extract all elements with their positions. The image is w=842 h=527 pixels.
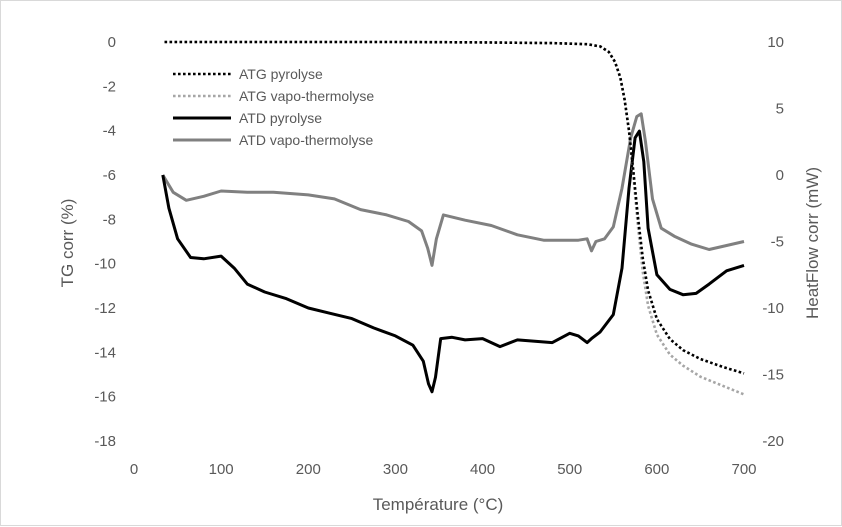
legend-label: ATG vapo-thermolyse — [239, 88, 374, 104]
y2-tick-label: -15 — [762, 367, 784, 384]
legend-label: ATD pyrolyse — [239, 110, 322, 126]
series-line-atd-pyrolyse — [161, 129, 745, 394]
y2-tick-label: 10 — [767, 34, 784, 51]
y2-tick-label: -10 — [762, 300, 784, 317]
y2-tick-label: -20 — [762, 433, 784, 450]
x-tick-label: 500 — [557, 461, 582, 478]
x-tick-label: 0 — [130, 461, 138, 478]
legend-label: ATG pyrolyse — [239, 66, 323, 82]
y2-tick-label: 0 — [776, 167, 784, 184]
x-tick-label: 200 — [296, 461, 321, 478]
y-tick-label: -8 — [103, 211, 116, 228]
y-tick-label: -2 — [103, 78, 116, 95]
x-tick-label: 600 — [644, 461, 669, 478]
y-tick-label: -6 — [103, 167, 116, 184]
y-axis-title: TG corr (%) — [58, 199, 77, 288]
legend: ATG pyrolyse ATG vapo-thermolyse ATD pyrol… — [173, 66, 374, 148]
legend-label: ATD vapo-thermolyse — [239, 132, 374, 148]
plot-area — [161, 40, 745, 396]
x-axis-title: Température (°C) — [373, 495, 504, 514]
x-tick-label: 100 — [209, 461, 234, 478]
x-tick-label: 300 — [383, 461, 408, 478]
tick-labels: 0 100 200 300 400 500 600 7000-2-4-6-8-10-12-14… — [94, 34, 784, 478]
y2-tick-label: 5 — [776, 101, 784, 118]
y-tick-label: -12 — [94, 300, 116, 317]
y-tick-label: -14 — [94, 344, 116, 361]
y-tick-label: -16 — [94, 389, 116, 406]
y-tick-label: -10 — [94, 256, 116, 273]
series-line-atd-vapo-thermolyse — [161, 112, 745, 267]
y2-tick-label: -5 — [771, 234, 784, 251]
x-tick-label: 400 — [470, 461, 495, 478]
x-tick-label: 700 — [731, 461, 756, 478]
y-tick-label: -4 — [103, 123, 116, 140]
series-line-atg-pyrolyse — [164, 40, 745, 375]
y-tick-label: -18 — [94, 433, 116, 450]
y2-axis-title: HeatFlow corr (mW) — [803, 167, 822, 319]
y-tick-label: 0 — [108, 34, 116, 51]
